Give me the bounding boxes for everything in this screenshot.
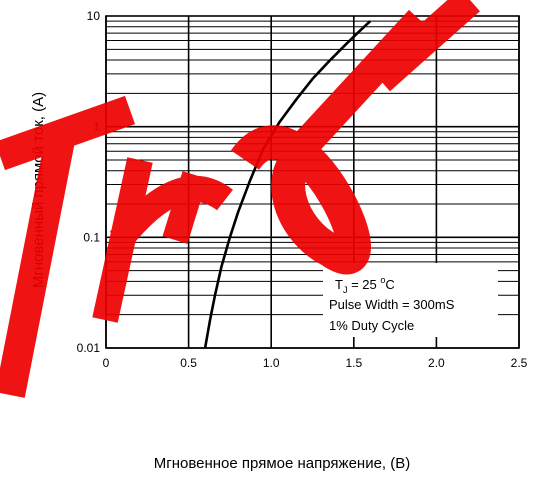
x-tick-label: 0.5 <box>180 356 197 370</box>
watermark-stroke <box>0 95 136 171</box>
plot-border <box>105 15 520 349</box>
y-tick-label: 10 <box>87 9 101 23</box>
watermark-stroke <box>0 137 75 398</box>
note-background <box>323 263 498 337</box>
junction-temperature-label: TJ = 25 oC <box>335 275 395 295</box>
x-tick-label: 1.5 <box>345 356 362 370</box>
pulse-width-label: Pulse Width = 300mS <box>329 297 455 312</box>
watermark-stroke <box>231 125 371 275</box>
x-tick-label: 2.0 <box>428 356 445 370</box>
watermark <box>0 0 480 398</box>
y-tick-label: 0.1 <box>83 230 100 244</box>
duty-cycle-label: 1% Duty Cycle <box>329 318 414 333</box>
x-axis-title: Мгновенное прямое напряжение, (В) <box>154 455 411 472</box>
test-conditions-note: TJ = 25 oC Pulse Width = 300mS 1% Duty C… <box>323 263 498 337</box>
watermark-stroke <box>162 171 208 244</box>
plot-frame <box>105 15 520 349</box>
watermark-stroke <box>370 0 480 92</box>
x-tick-label: 1.0 <box>263 356 280 370</box>
watermark-stroke <box>288 9 432 161</box>
y-tick-label: 0.01 <box>77 341 101 355</box>
x-tick-label: 2.5 <box>511 356 528 370</box>
x-tick-label: 0 <box>103 356 110 370</box>
